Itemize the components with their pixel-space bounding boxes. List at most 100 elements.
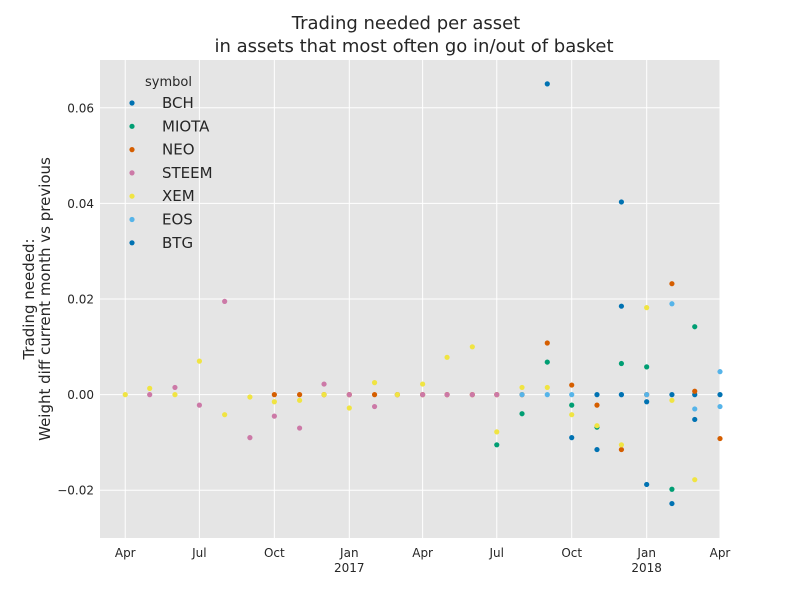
data-point xyxy=(469,344,475,350)
y-tick-label: −0.02 xyxy=(57,484,94,498)
data-point xyxy=(692,324,698,330)
legend-label: NEO xyxy=(162,141,195,159)
data-point xyxy=(594,446,600,453)
data-point xyxy=(444,354,450,360)
data-point xyxy=(494,442,500,448)
x-tick-label: Apr xyxy=(710,546,731,560)
y-tick-label: 0.02 xyxy=(67,293,94,307)
data-point xyxy=(569,412,575,418)
data-point xyxy=(692,388,698,394)
data-point xyxy=(394,392,400,398)
data-point xyxy=(669,397,675,403)
data-point xyxy=(469,392,475,398)
data-point xyxy=(692,406,698,412)
data-point xyxy=(519,392,525,398)
data-point xyxy=(271,392,277,398)
data-point xyxy=(594,402,600,408)
data-point xyxy=(669,500,675,507)
data-point xyxy=(494,429,500,435)
data-point xyxy=(271,413,277,419)
data-point xyxy=(644,392,650,398)
data-point xyxy=(444,392,450,398)
legend-title: symbol xyxy=(145,75,192,90)
series-eos xyxy=(519,301,723,412)
data-point xyxy=(271,399,277,405)
y-tick-label: 0.00 xyxy=(67,388,94,402)
data-point xyxy=(618,442,625,448)
data-point xyxy=(644,305,650,311)
data-point xyxy=(594,423,600,429)
y-tick-label: 0.04 xyxy=(67,197,94,211)
data-point xyxy=(371,392,378,398)
y-tick-labels: −0.02 0.00 0.02 0.04 0.06 xyxy=(57,101,94,497)
data-point xyxy=(569,435,575,441)
grid-lines xyxy=(100,60,721,538)
data-point xyxy=(618,199,625,205)
data-point xyxy=(544,392,550,398)
data-point xyxy=(172,392,178,398)
data-point xyxy=(618,392,625,398)
legend-label: EOS xyxy=(162,211,193,229)
legend-marker xyxy=(129,193,135,199)
data-point xyxy=(644,364,650,370)
data-point xyxy=(618,303,625,309)
x-tick-label: Oct xyxy=(264,546,285,560)
legend-label: BCH xyxy=(162,94,194,112)
chart-title-line2: in assets that most often go in/out of b… xyxy=(214,36,613,57)
data-point xyxy=(297,397,303,403)
data-point xyxy=(321,381,327,387)
data-points xyxy=(122,81,723,507)
data-point xyxy=(669,281,675,287)
x-tick-year-label: 2018 xyxy=(631,561,662,575)
data-point xyxy=(247,435,253,441)
y-tick-label: 0.06 xyxy=(67,101,94,115)
data-point xyxy=(494,392,500,398)
legend: symbol BCH MIOTA NEO STEEM XEM EOS BTG xyxy=(129,75,213,252)
data-point xyxy=(717,403,723,410)
data-point xyxy=(222,412,228,418)
data-point xyxy=(371,380,378,386)
data-point xyxy=(618,446,625,453)
data-point xyxy=(669,392,675,398)
series-xem xyxy=(122,305,698,483)
series-bch xyxy=(544,81,698,453)
legend-marker xyxy=(129,240,135,246)
legend-marker xyxy=(129,216,135,223)
data-point xyxy=(644,399,650,405)
x-tick-label: Jul xyxy=(489,546,504,560)
series-steem xyxy=(147,298,500,441)
x-tick-label: Jan xyxy=(636,546,656,560)
data-point xyxy=(321,392,327,398)
x-tick-label: Apr xyxy=(115,546,136,560)
legend-label: MIOTA xyxy=(162,117,210,135)
data-point xyxy=(346,392,352,398)
data-point xyxy=(297,425,303,431)
data-point xyxy=(717,392,723,398)
data-point xyxy=(594,392,600,398)
data-point xyxy=(420,381,426,387)
data-point xyxy=(371,403,378,410)
data-point xyxy=(172,384,178,391)
legend-marker xyxy=(129,123,135,129)
legend-label: XEM xyxy=(162,187,195,205)
data-point xyxy=(644,481,650,488)
data-point xyxy=(544,81,550,87)
y-axis-label-line1: Trading needed: xyxy=(20,238,38,360)
x-tick-year-label: 2017 xyxy=(334,561,365,575)
y-axis-label-line2: Weight diff current month vs previous xyxy=(36,157,54,441)
data-point xyxy=(519,411,525,417)
data-point xyxy=(420,392,426,398)
legend-marker xyxy=(129,170,135,176)
data-point xyxy=(717,435,723,442)
data-point xyxy=(618,360,625,367)
data-point xyxy=(196,358,202,364)
x-tick-label: Apr xyxy=(412,546,433,560)
legend-label: BTG xyxy=(162,234,193,252)
data-point xyxy=(297,392,303,398)
data-point xyxy=(147,392,153,398)
data-point xyxy=(544,384,550,391)
data-point xyxy=(519,384,525,391)
chart-title-line1: Trading needed per asset xyxy=(291,13,521,34)
data-point xyxy=(669,486,675,492)
